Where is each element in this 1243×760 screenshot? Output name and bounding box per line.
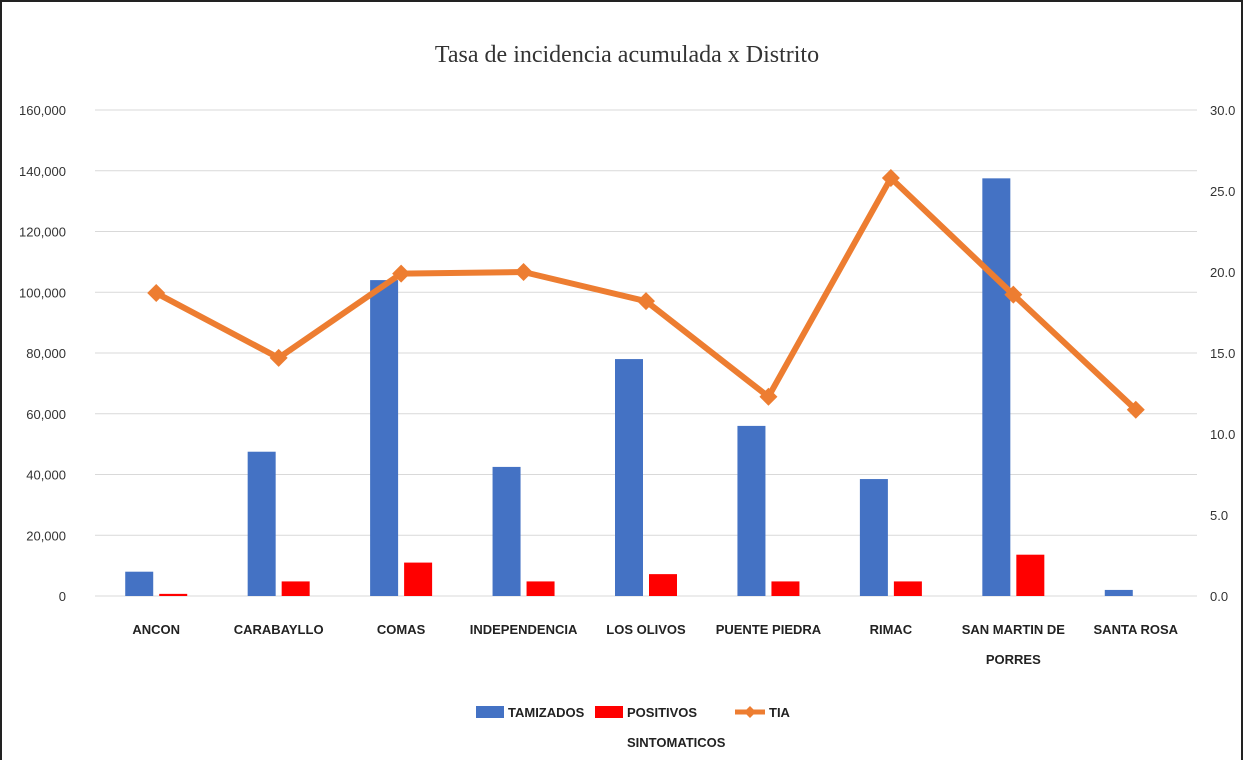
right-axis-ticks: 0.0 5.0 10.0 15.0 20.0 25.0 30.0 xyxy=(1210,103,1235,604)
left-tick-label: 160,000 xyxy=(19,103,66,118)
bar-tamizados xyxy=(247,451,276,596)
tia-marker xyxy=(514,263,533,281)
bar-positivos-sintomaticos xyxy=(649,574,677,596)
legend-label: POSITIVOS xyxy=(627,705,697,720)
bar-tamizados xyxy=(859,479,888,596)
right-tick-label: 10.0 xyxy=(1210,427,1235,442)
bar-positivos-sintomaticos xyxy=(526,581,555,596)
left-tick-label: 60,000 xyxy=(26,407,66,422)
bar-tamizados xyxy=(615,359,643,596)
tia-marker xyxy=(1004,285,1023,304)
tia-marker xyxy=(269,348,288,367)
left-tick-label: 40,000 xyxy=(26,468,66,483)
category-labels: ANCON CARABAYLLO COMAS INDEPENDENCIA LOS OLI… xyxy=(132,622,1178,667)
left-tick-label: 120,000 xyxy=(19,225,66,240)
bar-tamizados xyxy=(492,466,521,596)
legend-swatch xyxy=(476,706,504,718)
category-label: PUENTE PIEDRA xyxy=(716,622,822,637)
legend-swatch xyxy=(595,706,623,718)
right-tick-label: 0.0 xyxy=(1210,589,1228,604)
bars xyxy=(125,178,1133,596)
legend-label: TIA xyxy=(769,705,791,720)
tia-marker xyxy=(637,292,655,311)
category-label: SANTA ROSA xyxy=(1094,622,1179,637)
left-tick-label: 80,000 xyxy=(26,346,66,361)
tia-marker xyxy=(1126,400,1145,419)
legend: TAMIZADOS POSITIVOS SINTOMATICOS TIA xyxy=(476,705,791,750)
category-label: PORRES xyxy=(986,652,1041,667)
left-tick-label: 20,000 xyxy=(26,528,66,543)
bar-positivos-sintomaticos xyxy=(404,562,433,596)
category-label: ANCON xyxy=(132,622,180,637)
category-label: LOS OLIVOS xyxy=(606,622,686,637)
tia-marker xyxy=(759,387,778,406)
tia-line xyxy=(147,169,1145,419)
left-tick-label: 100,000 xyxy=(19,285,66,300)
left-tick-label: 140,000 xyxy=(19,164,66,179)
tia-marker xyxy=(392,264,411,283)
chart-title: Tasa de incidencia acumulada x Distrito xyxy=(435,42,819,68)
category-label: SAN MARTIN DE xyxy=(962,622,1066,637)
bar-positivos-sintomaticos xyxy=(771,581,800,596)
left-tick-label: 0 xyxy=(59,589,66,604)
category-label: RIMAC xyxy=(870,622,913,637)
tia-marker xyxy=(881,169,900,188)
legend-label: SINTOMATICOS xyxy=(627,735,726,750)
bar-tamizados xyxy=(982,178,1011,596)
bar-positivos-sintomaticos xyxy=(893,581,922,596)
bar-tamizados xyxy=(1104,589,1133,596)
legend-marker xyxy=(744,706,756,718)
right-tick-label: 25.0 xyxy=(1210,184,1235,199)
bar-positivos-sintomaticos xyxy=(159,593,188,596)
bar-positivos-sintomaticos xyxy=(1016,554,1045,596)
bar-tamizados xyxy=(737,425,766,596)
bar-tamizados xyxy=(370,280,399,596)
bar-tamizados xyxy=(125,571,154,596)
category-label: COMAS xyxy=(377,622,426,637)
left-axis-ticks: 0 20,000 40,000 60,000 80,000 100,000 120,000 1… xyxy=(19,103,66,604)
right-tick-label: 30.0 xyxy=(1210,103,1235,118)
right-tick-label: 5.0 xyxy=(1210,508,1228,523)
category-label: CARABAYLLO xyxy=(234,622,324,637)
tia-marker xyxy=(147,284,166,303)
right-tick-label: 20.0 xyxy=(1210,265,1235,280)
right-tick-label: 15.0 xyxy=(1210,346,1235,361)
category-label: INDEPENDENCIA xyxy=(470,622,578,637)
legend-label: TAMIZADOS xyxy=(508,705,585,720)
bar-positivos-sintomaticos xyxy=(281,581,310,596)
